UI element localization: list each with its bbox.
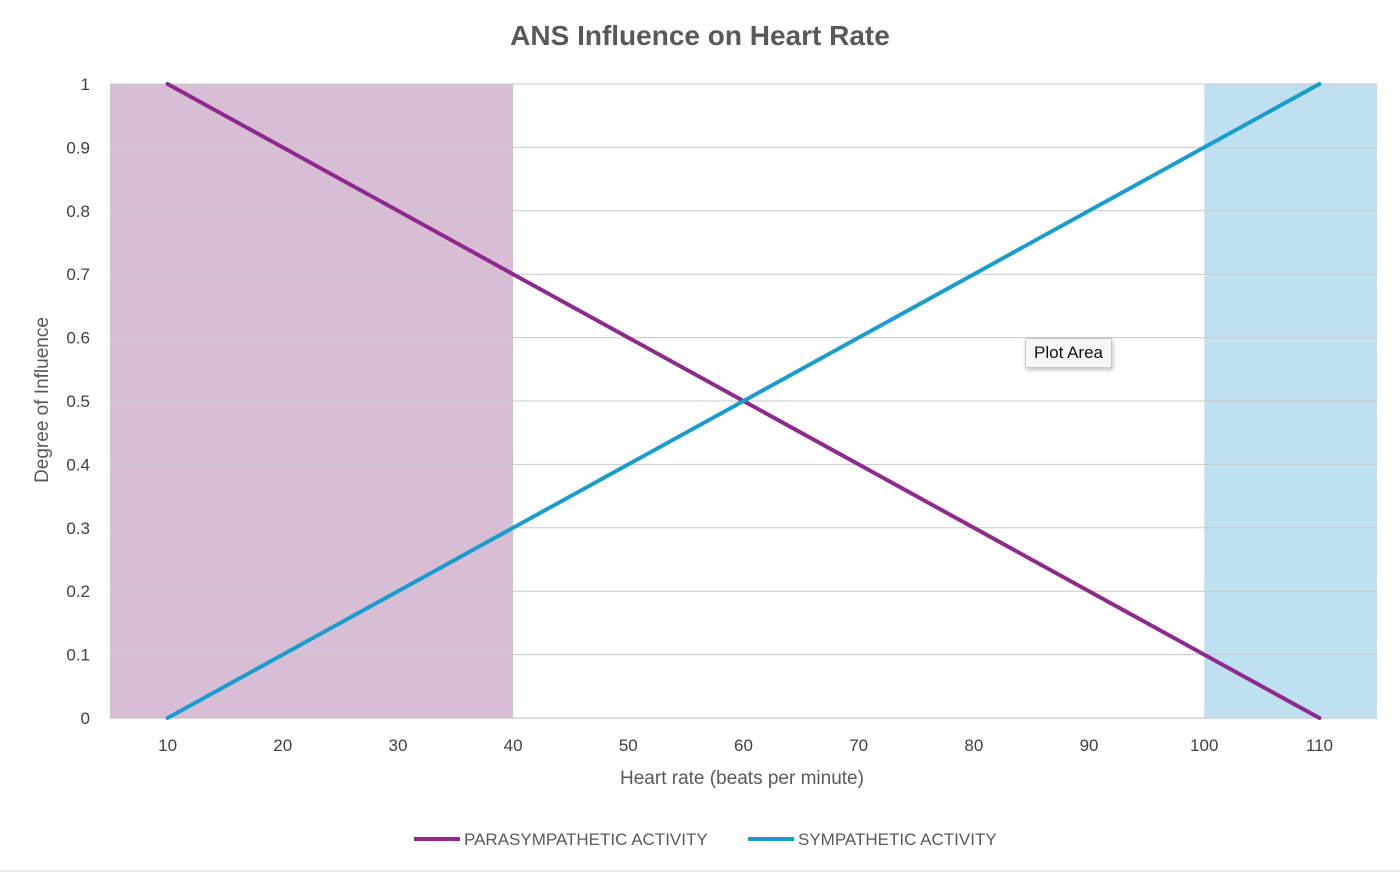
x-tick-label: 90 [1080, 736, 1099, 755]
y-tick-label: 0.9 [66, 138, 90, 157]
x-tick-label: 60 [734, 736, 753, 755]
x-tick-label: 30 [388, 736, 407, 755]
y-tick-label: 0 [81, 709, 90, 728]
series-lines [165, 82, 1322, 720]
x-tick-label: 10 [158, 736, 177, 755]
x-tick-label: 50 [619, 736, 638, 755]
x-tick-label: 80 [964, 736, 983, 755]
y-tick-label: 0.3 [66, 519, 90, 538]
x-tick-label: 100 [1190, 736, 1218, 755]
y-tick-label: 0.2 [66, 582, 90, 601]
x-axis-label: Heart rate (beats per minute) [620, 768, 864, 789]
legend-label: SYMPATHETIC ACTIVITY [798, 830, 997, 849]
y-tick-label: 0.7 [66, 265, 90, 284]
y-tick-label: 0.6 [66, 329, 90, 348]
x-axis-ticks: 10 20 30 40 50 60 70 80 90 100 110 [158, 736, 1333, 755]
x-tick-label: 20 [273, 736, 292, 755]
x-tick-label: 70 [849, 736, 868, 755]
y-tick-label: 1 [81, 75, 90, 94]
chart-title: ANS Influence on Heart Rate [510, 20, 890, 51]
legend: PARASYMPATHETIC ACTIVITY SYMPATHETIC ACTI… [414, 830, 997, 849]
y-tick-label: 0.5 [66, 392, 90, 411]
y-tick-label: 0.8 [66, 202, 90, 221]
y-axis-ticks: 0 0.1 0.2 0.3 0.4 0.5 0.6 0.7 0.8 0.9 1 [66, 75, 90, 728]
gridlines [110, 83, 1377, 719]
y-tick-label: 0.1 [66, 646, 90, 665]
x-tick-label: 110 [1306, 736, 1333, 755]
legend-label: PARASYMPATHETIC ACTIVITY [464, 830, 708, 849]
x-tick-label: 40 [504, 736, 523, 755]
y-axis-label: Degree of Influence [32, 317, 53, 483]
y-tick-label: 0.4 [66, 455, 90, 474]
plot-area-tooltip: Plot Area [1025, 338, 1112, 368]
